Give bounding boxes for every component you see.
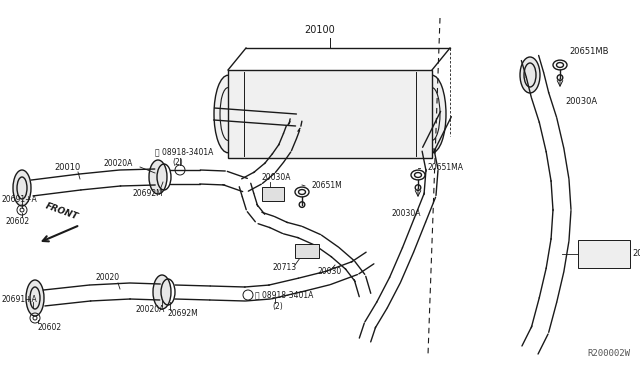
Ellipse shape [26, 280, 44, 316]
Ellipse shape [520, 57, 540, 93]
Text: 20651MB: 20651MB [569, 48, 609, 57]
Text: R200002W: R200002W [587, 349, 630, 358]
Bar [578, 240, 630, 268]
Text: 20020A: 20020A [135, 305, 164, 314]
Text: 20030A: 20030A [565, 97, 597, 106]
Text: 20651M: 20651M [312, 180, 343, 189]
Text: 20030A: 20030A [262, 173, 291, 183]
Text: 20020: 20020 [96, 273, 120, 282]
Text: 20691+A: 20691+A [2, 196, 38, 205]
Text: 20010: 20010 [55, 164, 81, 173]
Text: 20602: 20602 [38, 324, 62, 333]
Text: 20602: 20602 [5, 218, 29, 227]
Bar [228, 70, 432, 158]
Text: 20651MA: 20651MA [427, 164, 463, 173]
Text: (2): (2) [173, 157, 184, 167]
Text: 20691+A: 20691+A [2, 295, 38, 305]
Text: 20692M: 20692M [132, 189, 163, 198]
Text: FRONT: FRONT [44, 202, 79, 222]
Text: 2040D: 2040D [632, 250, 640, 259]
Bar [295, 244, 319, 258]
Text: 20692M: 20692M [168, 308, 199, 317]
Bar [262, 187, 284, 201]
Ellipse shape [153, 275, 171, 309]
Text: 20030A: 20030A [391, 208, 420, 218]
Text: Ⓝ 08918-3401A: Ⓝ 08918-3401A [155, 148, 213, 157]
Text: 20713: 20713 [273, 263, 297, 273]
Ellipse shape [149, 160, 167, 194]
Text: (2): (2) [273, 302, 284, 311]
Text: 20100: 20100 [305, 25, 335, 35]
Text: 20030: 20030 [318, 267, 342, 276]
Ellipse shape [13, 170, 31, 206]
Text: 20020A: 20020A [103, 158, 132, 167]
Ellipse shape [214, 75, 242, 153]
Text: Ⓝ 08918-3401A: Ⓝ 08918-3401A [255, 291, 314, 299]
Ellipse shape [418, 75, 446, 153]
